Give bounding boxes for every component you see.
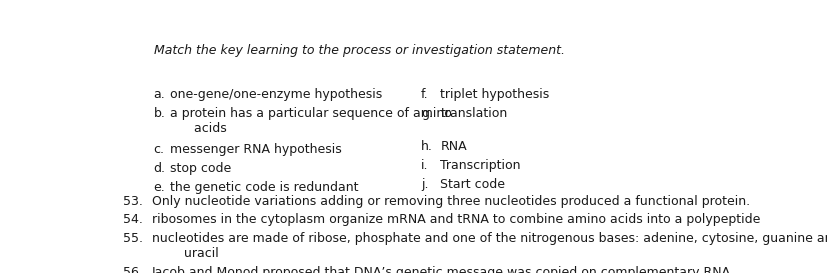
Text: 54.: 54. [122, 213, 142, 226]
Text: Transcription: Transcription [440, 159, 520, 172]
Text: 56.: 56. [122, 266, 142, 273]
Text: f.: f. [421, 88, 428, 102]
Text: ribosomes in the cytoplasm organize mRNA and tRNA to combine amino acids into a : ribosomes in the cytoplasm organize mRNA… [151, 213, 759, 226]
Text: i.: i. [421, 159, 428, 172]
Text: Only nucleotide variations adding or removing three nucleotides produced a funct: Only nucleotide variations adding or rem… [151, 195, 748, 208]
Text: e.: e. [153, 180, 165, 194]
Text: the genetic code is redundant: the genetic code is redundant [170, 180, 358, 194]
Text: Jacob and Monod proposed that DNA’s genetic message was copied on complementary : Jacob and Monod proposed that DNA’s gene… [151, 266, 734, 273]
Text: a protein has a particular sequence of amino
      acids: a protein has a particular sequence of a… [170, 107, 452, 135]
Text: b.: b. [153, 107, 165, 120]
Text: g.: g. [421, 107, 433, 120]
Text: 55.: 55. [122, 232, 142, 245]
Text: messenger RNA hypothesis: messenger RNA hypothesis [170, 143, 342, 156]
Text: one-gene/one-enzyme hypothesis: one-gene/one-enzyme hypothesis [170, 88, 382, 102]
Text: j.: j. [421, 178, 428, 191]
Text: 53.: 53. [122, 195, 142, 208]
Text: Start code: Start code [440, 178, 504, 191]
Text: c.: c. [153, 143, 165, 156]
Text: RNA: RNA [440, 140, 466, 153]
Text: d.: d. [153, 162, 165, 175]
Text: triplet hypothesis: triplet hypothesis [440, 88, 549, 102]
Text: a.: a. [153, 88, 165, 102]
Text: Match the key learning to the process or investigation statement.: Match the key learning to the process or… [153, 44, 564, 57]
Text: stop code: stop code [170, 162, 232, 175]
Text: translation: translation [440, 107, 507, 120]
Text: nucleotides are made of ribose, phosphate and one of the nitrogenous bases: aden: nucleotides are made of ribose, phosphat… [151, 232, 827, 260]
Text: h.: h. [421, 140, 433, 153]
